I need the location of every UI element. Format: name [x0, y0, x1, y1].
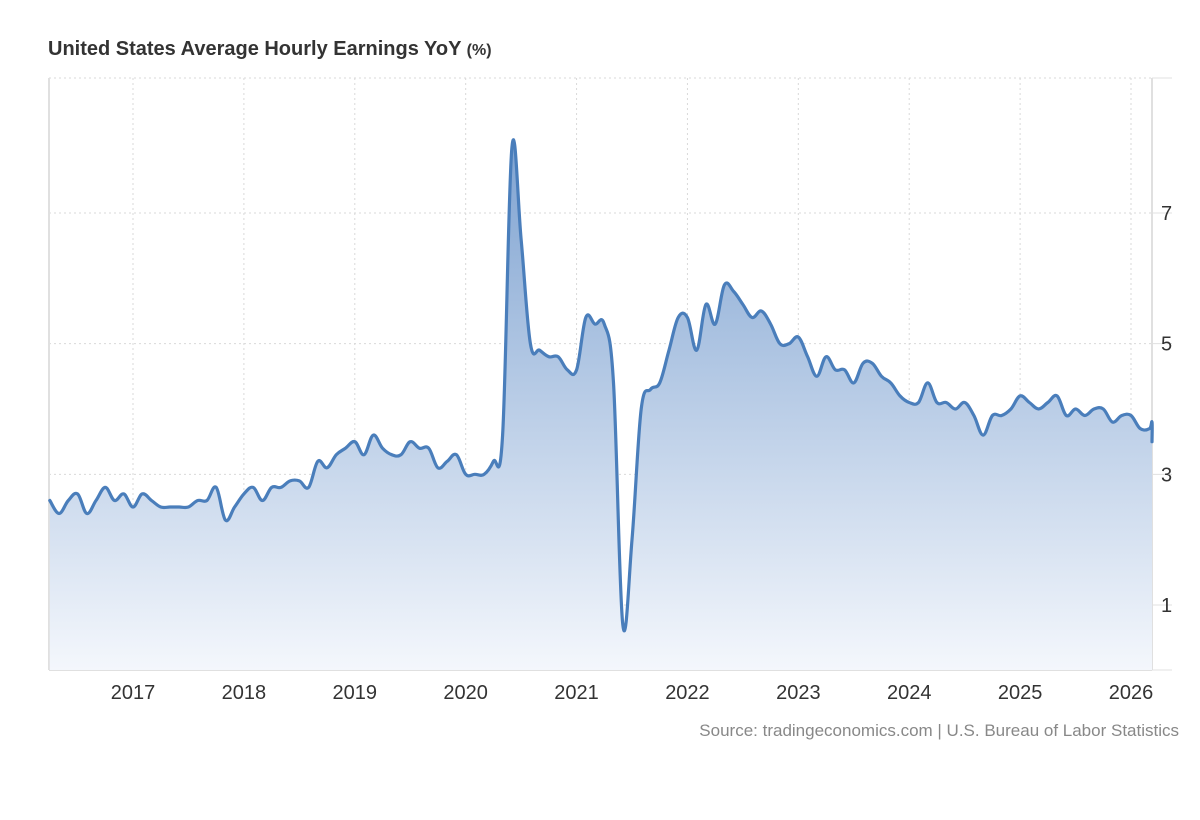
x-tick-label: 2020: [443, 682, 488, 704]
chart-title-unit: (%): [466, 42, 492, 59]
x-tick-label: 2025: [998, 682, 1043, 704]
chart-title-text: United States Average Hourly Earnings Yo…: [48, 38, 462, 60]
x-tick-label: 2019: [333, 682, 378, 704]
series-area: [49, 139, 1153, 671]
y-tick-label: 1: [1161, 595, 1172, 617]
x-tick-label: 2023: [776, 682, 821, 704]
y-tick-label: 5: [1161, 334, 1172, 356]
x-tick-label: 2021: [554, 682, 599, 704]
x-tick-label: 2018: [222, 682, 267, 704]
x-tick-label: 2022: [665, 682, 710, 704]
chart-title: United States Average Hourly Earnings Yo…: [48, 38, 492, 61]
x-tick-label: 2026: [1109, 682, 1154, 704]
y-tick-label: 7: [1161, 203, 1172, 225]
series-line[interactable]: [48, 138, 1154, 633]
y-axis-labels: 1 3 5 7: [1161, 203, 1172, 617]
x-tick-label: 2024: [887, 682, 932, 704]
x-tick-label: 2017: [111, 682, 156, 704]
x-axis-labels: 2017 2018 2019 2020 2021 2022 2023 2024 2025 2026: [111, 682, 1154, 704]
source-attribution: Source: tradingeconomics.com | U.S. Bure…: [699, 721, 1179, 740]
y-tick-label: 3: [1161, 464, 1172, 486]
